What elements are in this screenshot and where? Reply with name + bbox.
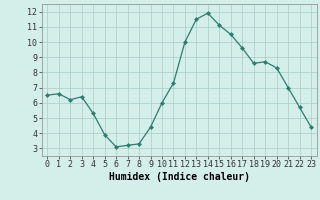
X-axis label: Humidex (Indice chaleur): Humidex (Indice chaleur) <box>109 172 250 182</box>
